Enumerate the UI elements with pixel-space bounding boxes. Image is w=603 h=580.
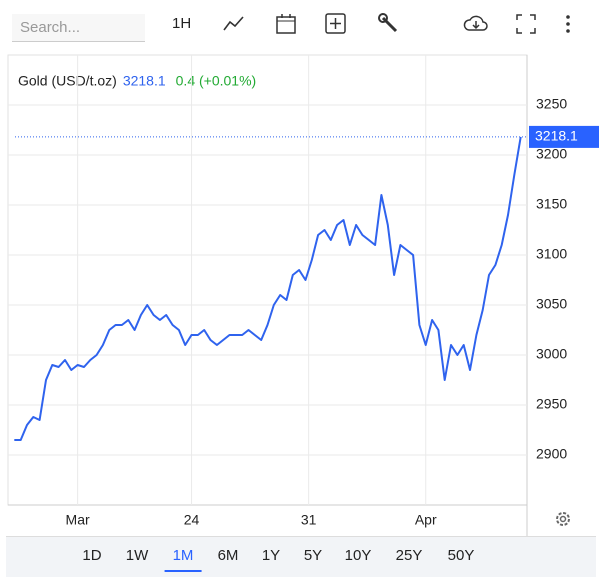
y-tick-label: 3000: [536, 346, 567, 362]
range-button[interactable]: 1D: [82, 547, 102, 564]
fullscreen-icon[interactable]: [514, 12, 538, 36]
range-button[interactable]: 25Y: [395, 547, 423, 564]
range-button[interactable]: 1M: [164, 547, 202, 572]
plot-frame: [7, 54, 528, 506]
last-price-tag: [529, 125, 599, 148]
range-button[interactable]: 6M: [217, 547, 239, 564]
range-button[interactable]: 1Y: [261, 547, 281, 564]
search-input[interactable]: Search...: [12, 14, 145, 42]
last-price-label: 3218.1: [535, 128, 578, 144]
add-indicator-icon[interactable]: [324, 12, 348, 36]
x-tick-label: 31: [301, 512, 317, 528]
last-value: 3218.1: [123, 73, 166, 89]
x-tick-label: 24: [184, 512, 200, 528]
y-tick-label: 3050: [536, 296, 567, 312]
chart-type-icon[interactable]: [222, 12, 246, 36]
menu-icon[interactable]: [558, 12, 578, 36]
x-tick-label: Apr: [415, 512, 437, 528]
settings-tool-icon[interactable]: [377, 12, 401, 36]
chart: Gold (USD/t.oz) 3218.1 0.4 (+0.01%) 2900…: [7, 54, 599, 536]
range-button[interactable]: 10Y: [344, 547, 372, 564]
interval-button[interactable]: 1H: [172, 15, 192, 32]
range-button[interactable]: 50Y: [447, 547, 475, 564]
chart-title: Gold (USD/t.oz): [18, 73, 117, 89]
y-tick-label: 3100: [536, 246, 567, 262]
calendar-icon[interactable]: [274, 12, 298, 36]
price-line: [14, 136, 522, 441]
y-tick-label: 3150: [536, 196, 567, 212]
range-button[interactable]: 1W: [125, 547, 149, 564]
range-bar: 1D 1W 1M 6M 1Y 5Y 10Y 25Y 50Y: [6, 536, 596, 577]
y-tick-label: 3250: [536, 96, 567, 112]
y-tick-label: 2950: [536, 396, 567, 412]
change-label: 0.4 (+0.01%): [176, 73, 257, 89]
download-icon[interactable]: [463, 12, 489, 36]
x-tick-label: Mar: [66, 512, 90, 528]
y-tick-label: 2900: [536, 446, 567, 462]
gear-icon[interactable]: [556, 512, 570, 526]
range-button[interactable]: 5Y: [303, 547, 323, 564]
y-tick-label: 3200: [536, 146, 567, 162]
